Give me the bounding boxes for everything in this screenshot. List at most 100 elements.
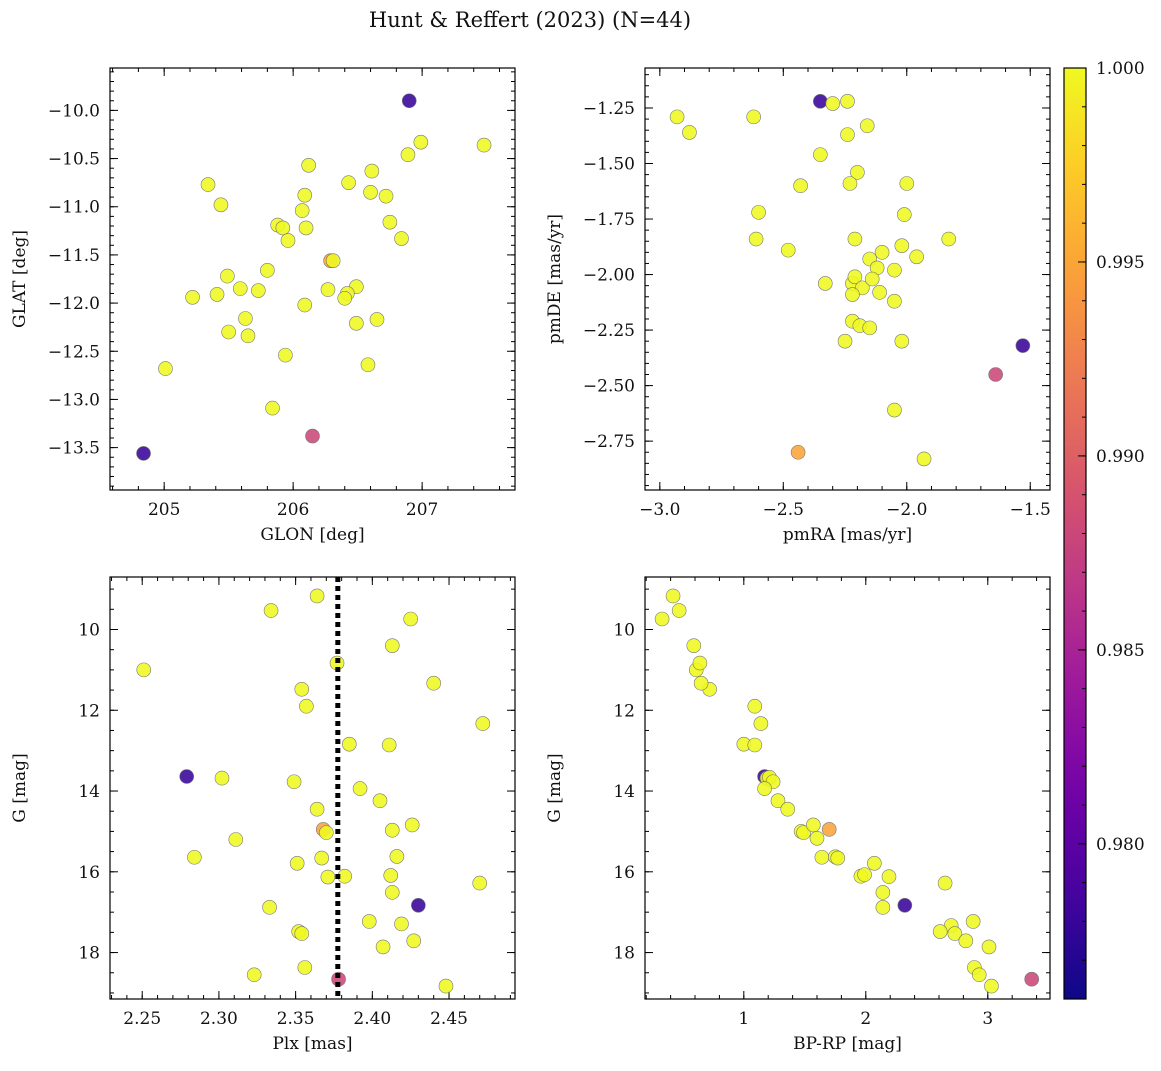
scatter-point — [320, 282, 336, 297]
scatter-point — [475, 716, 491, 731]
scatter-point — [426, 675, 441, 691]
scatter-point — [384, 885, 400, 900]
x-axis-label: BP-RP [mag] — [793, 1034, 902, 1054]
scatter-point — [286, 774, 302, 790]
scatter-point — [780, 801, 796, 817]
scatter-point — [309, 588, 325, 604]
scatter-point — [847, 269, 863, 285]
scatter-point — [389, 849, 405, 864]
scatter-point — [179, 769, 195, 784]
scatter-point — [278, 347, 293, 363]
x-tick-label: 2.45 — [430, 1009, 468, 1029]
y-tick-label: −13.5 — [48, 439, 100, 459]
colorbar: 0.980 0.985 0.990 0.995 1.000 — [1063, 59, 1145, 1000]
scatter-point — [301, 158, 316, 173]
scatter-point — [337, 290, 353, 306]
scatter-point — [472, 875, 488, 891]
y-tick-label: −11.0 — [48, 198, 100, 218]
scatter-point — [857, 867, 872, 882]
x-tick-label: 2.30 — [200, 1009, 238, 1029]
y-tick-label: −1.50 — [583, 155, 635, 175]
scatter-point — [209, 287, 225, 302]
scatter-point — [971, 967, 987, 983]
scatter-point — [981, 939, 997, 955]
scatter-point — [394, 916, 409, 932]
scatter-point — [665, 588, 681, 604]
panel-glon-glat: 205 206 207 −13.5 −13.0 −12.5 −12.0 −11.5 −11.0 −… — [10, 67, 516, 545]
scatter-point — [384, 822, 400, 838]
scatter-point — [840, 94, 855, 109]
x-tick-label: 205 — [148, 500, 180, 520]
scatter-point — [1024, 971, 1040, 987]
y-tick-label: 18 — [613, 944, 635, 964]
scatter-point — [240, 328, 256, 344]
scatter-point — [747, 698, 763, 714]
scatter-point — [375, 939, 391, 955]
y-tick-label: 14 — [613, 782, 635, 802]
scatter-point — [825, 96, 840, 111]
scatter-point — [682, 125, 697, 140]
scatter-point — [806, 817, 821, 833]
scatter-point — [874, 245, 890, 260]
scatter-point — [896, 207, 912, 222]
scatter-point — [813, 94, 828, 109]
scatter-point — [314, 850, 330, 866]
scatter-point — [965, 914, 981, 929]
scatter-point — [325, 253, 341, 268]
scatter-point — [361, 914, 377, 929]
scatter-point — [251, 283, 266, 298]
x-tick-label: 207 — [406, 500, 438, 520]
scatter-point — [262, 900, 277, 915]
scatter-point — [753, 716, 769, 731]
y-tick-label: −1.75 — [583, 210, 635, 230]
scatter-point — [297, 297, 313, 313]
scatter-point — [796, 825, 811, 840]
scatter-point — [757, 781, 772, 796]
scatter-points — [136, 588, 491, 994]
scatter-point — [297, 960, 313, 975]
scatter-point — [320, 869, 336, 885]
axes-frame — [644, 67, 1051, 491]
scatter-point — [214, 770, 230, 786]
x-axis-label: GLON [deg] — [260, 525, 364, 545]
scatter-point — [899, 176, 915, 191]
panel-plx-g: 2.25 2.30 2.35 2.40 2.45 10 12 14 16 18 Plx [mas] G… — [10, 576, 516, 1054]
figure-title: Hunt & Reffert (2023) (N=44) — [369, 8, 691, 32]
scatter-point — [298, 220, 314, 236]
scatter-point — [747, 737, 763, 753]
y-tick-label: 10 — [613, 620, 635, 640]
x-axis-label: pmRA [mas/yr] — [783, 525, 912, 545]
x-tick-label: 2 — [860, 1009, 871, 1029]
scatter-point — [817, 276, 833, 291]
scatter-point — [850, 165, 865, 180]
axes-frame — [109, 576, 516, 1000]
scatter-point — [349, 316, 364, 331]
y-tick-label: 16 — [613, 863, 635, 883]
scatter-point — [400, 147, 416, 163]
scatter-point — [220, 268, 235, 284]
scatter-point — [845, 287, 860, 302]
scatter-point — [780, 242, 796, 258]
y-tick-label: −10.0 — [48, 101, 100, 121]
scatter-point — [941, 231, 957, 247]
scatter-point — [867, 856, 882, 871]
y-tick-label: −1.25 — [583, 99, 635, 119]
scatter-point — [894, 333, 910, 349]
scatter-point — [401, 93, 417, 109]
scatter-point — [363, 184, 378, 200]
scatter-point — [404, 817, 420, 833]
scatter-point — [360, 357, 376, 373]
scatter-points — [654, 588, 1040, 994]
scatter-point — [263, 603, 279, 618]
scatter-point — [299, 698, 314, 714]
scatter-point — [881, 869, 897, 884]
scatter-points — [136, 93, 492, 461]
scatter-point — [862, 320, 878, 336]
scatter-point — [872, 285, 887, 300]
y-tick-label: 18 — [78, 944, 100, 964]
scatter-point — [842, 176, 858, 191]
scatter-point — [221, 324, 236, 340]
scatter-point — [864, 271, 880, 287]
y-tick-label: −2.25 — [583, 321, 635, 341]
